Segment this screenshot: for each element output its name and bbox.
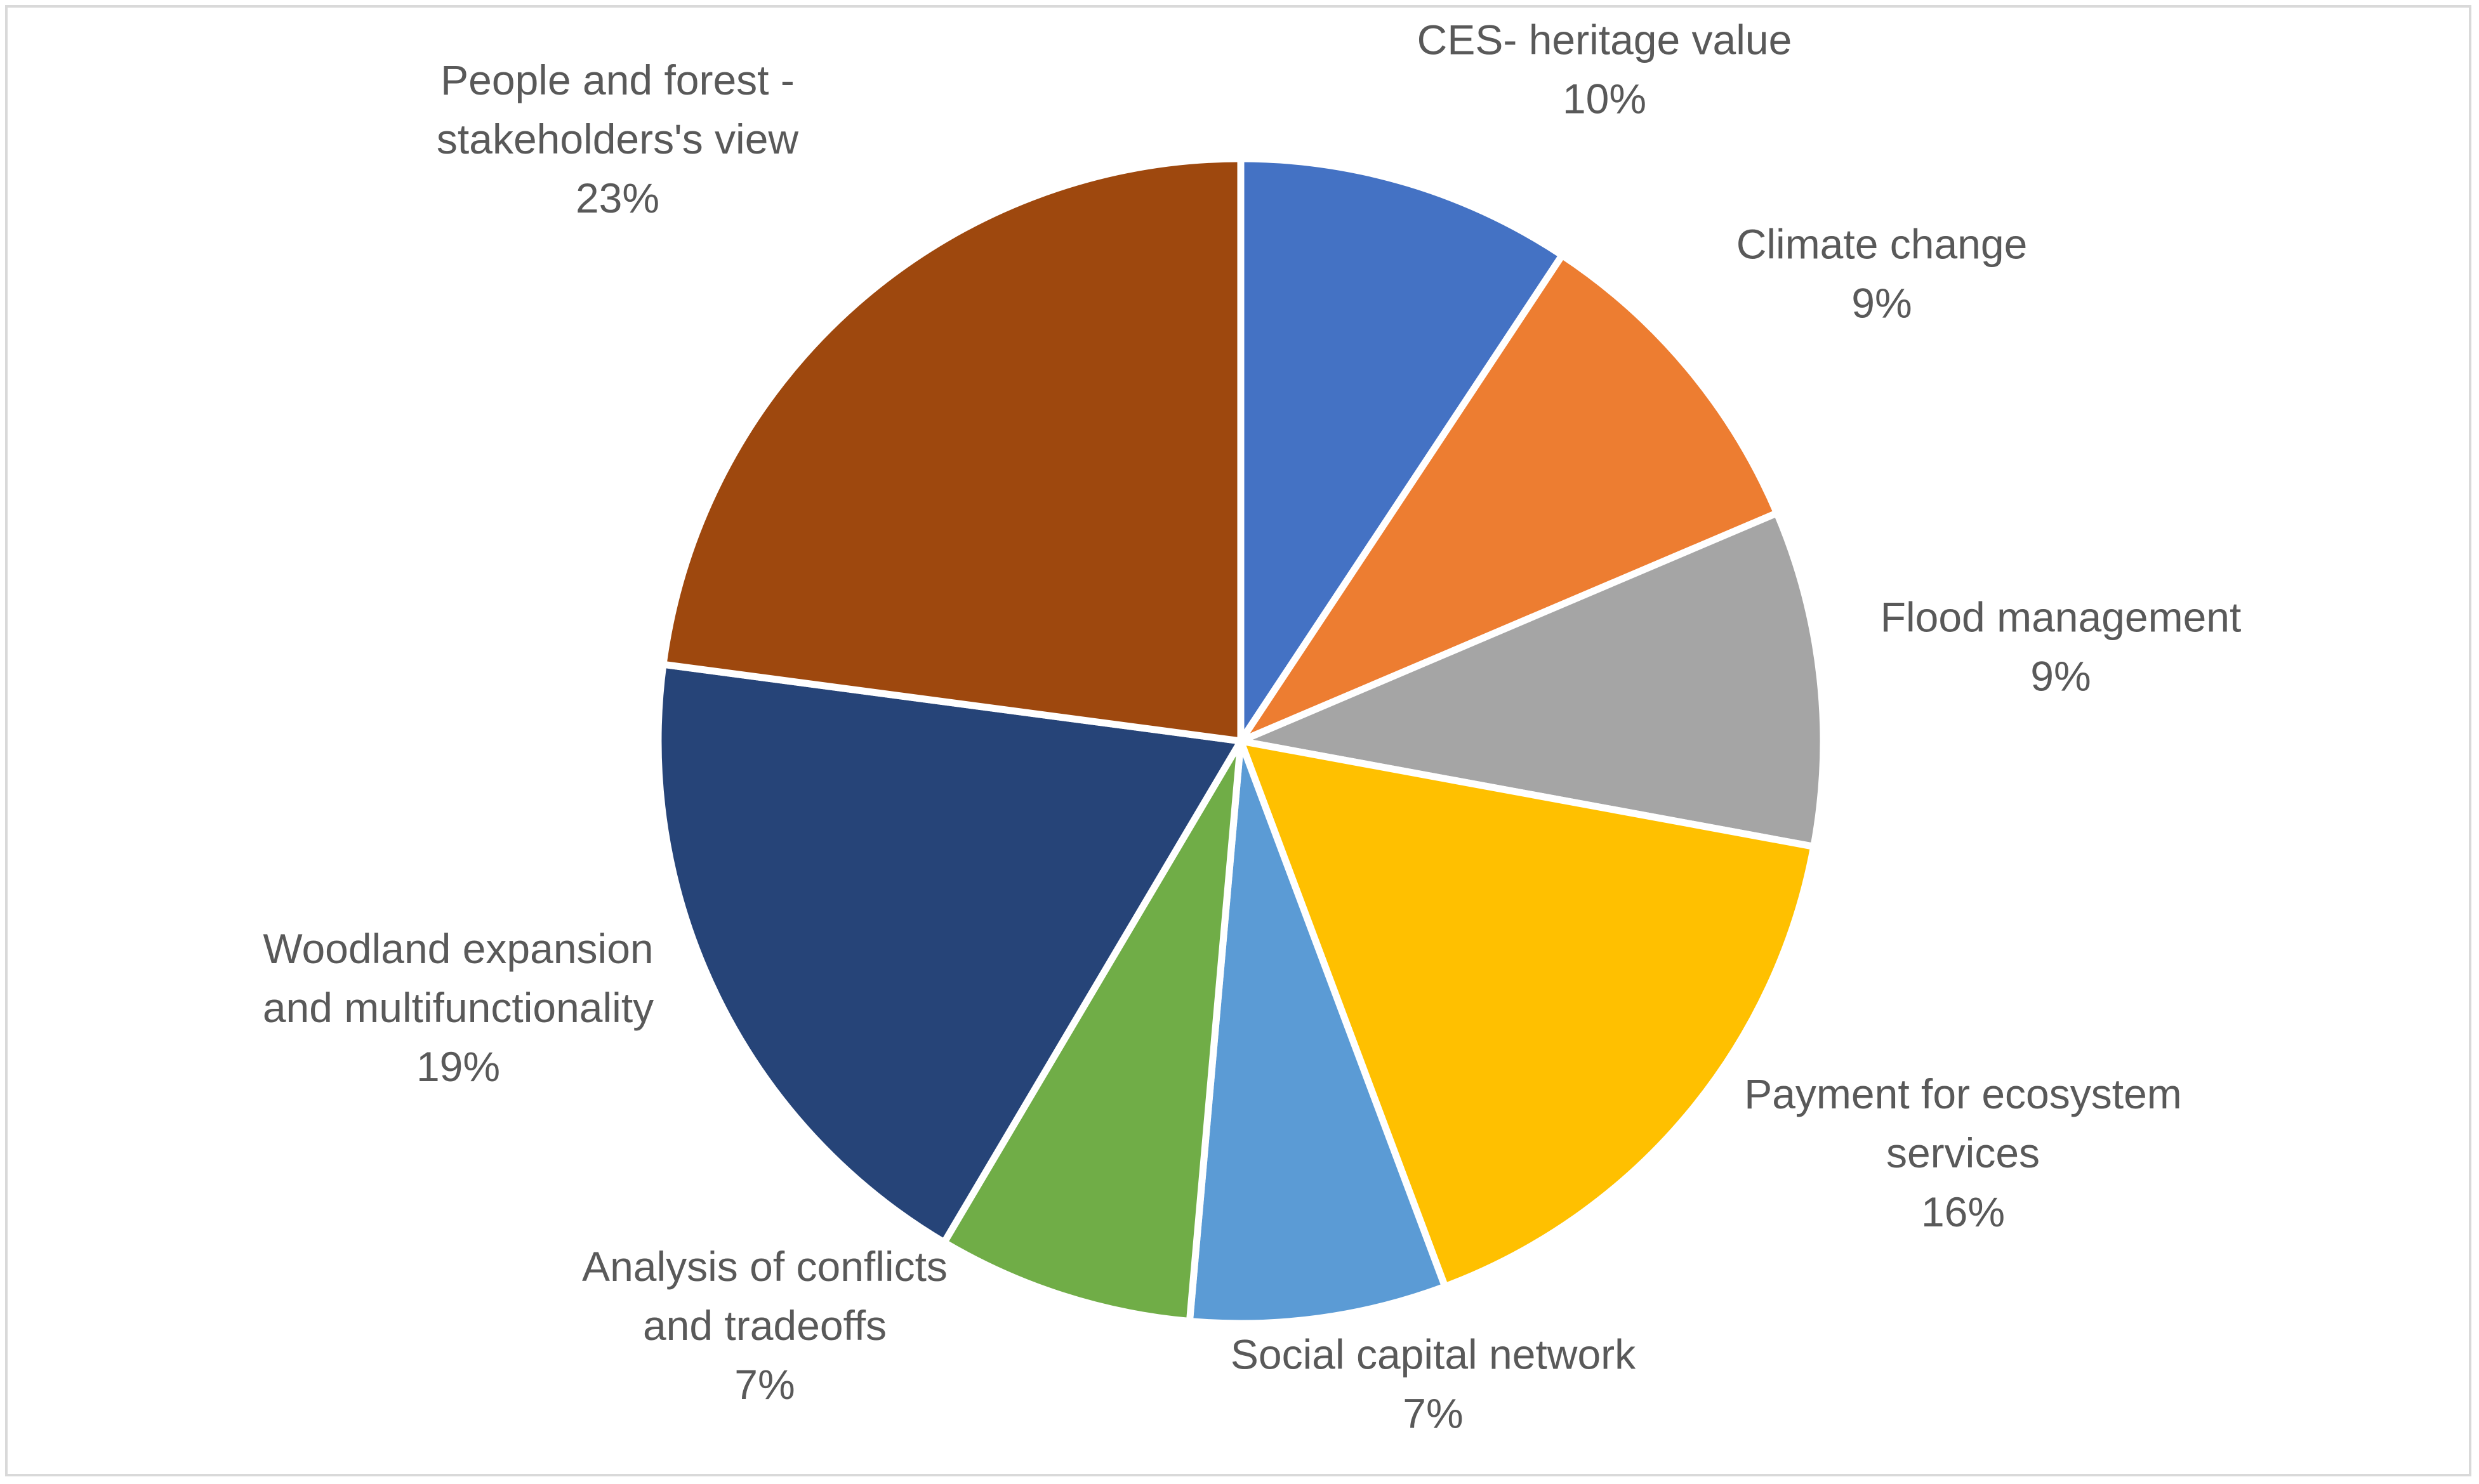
data-label-analysis-of-conflicts-and-tradeoffs: Analysis of conflicts and tradeoffs 7%: [582, 1243, 948, 1408]
pie-slice-climate-change: [1237, 251, 1781, 745]
slice-category-label: Payment for ecosystem: [1744, 1070, 2182, 1117]
pie-slice-analysis-of-conflicts-and-tradeoffs: [941, 737, 1245, 1325]
slice-category-label: Analysis of conflicts: [582, 1243, 948, 1290]
slice-category-label: Woodland expansion: [263, 925, 653, 972]
data-label-climate-change: Climate change 9%: [1736, 221, 2028, 327]
slice-category-label: Climate change: [1736, 221, 2028, 268]
slice-category-label: stakeholders's view: [437, 115, 799, 162]
slice-percent-label: 9%: [2030, 653, 2091, 700]
data-label-flood-management: Flood management 9%: [1881, 594, 2242, 700]
pie-slice-payment-for-ecosystem-services: [1237, 737, 1818, 1290]
pie-slice-people-and-forest-stakeholders-s-view: [659, 155, 1245, 745]
data-label-people-and-forest-stakeholders-s-view: People and forest - stakeholders's view 23…: [437, 56, 799, 221]
slice-category-label: People and forest -: [440, 56, 795, 103]
slice-percent-label: 16%: [1921, 1188, 2005, 1235]
slice-percent-label: 23%: [576, 174, 659, 221]
pie-slice-flood-management: [1237, 509, 1827, 850]
slice-category-label: and multifunctionality: [263, 984, 654, 1031]
slice-percent-label: 10%: [1563, 76, 1646, 122]
pie-slice-woodland-expansion-and-multifunctionality: [654, 660, 1245, 1246]
data-label-woodland-expansion-and-multifunctionality: Woodland expansion and multifunctionality…: [263, 925, 654, 1090]
slice-category-label: Flood management: [1881, 594, 2242, 641]
slice-category-label: CES- heritage value: [1417, 16, 1792, 63]
pie-slice-ces-heritage-value: [1237, 155, 1566, 745]
slice-percent-label: 9%: [1851, 280, 1912, 327]
data-label-social-capital-network: Social capital network 7%: [1231, 1331, 1636, 1437]
data-label-ces-heritage-value: CES- heritage value 10%: [1417, 16, 1792, 122]
slice-category-label: and tradeoffs: [643, 1302, 887, 1349]
slice-category-label: Social capital network: [1231, 1331, 1636, 1378]
slice-percent-label: 7%: [734, 1361, 795, 1408]
pie-slice-social-capital-network: [1186, 737, 1449, 1327]
slice-percent-label: 19%: [416, 1043, 500, 1090]
data-label-payment-for-ecosystem-services: Payment for ecosystem services 16%: [1744, 1070, 2182, 1235]
slice-percent-label: 7%: [1403, 1390, 1463, 1437]
slice-category-label: services: [1886, 1129, 2040, 1176]
